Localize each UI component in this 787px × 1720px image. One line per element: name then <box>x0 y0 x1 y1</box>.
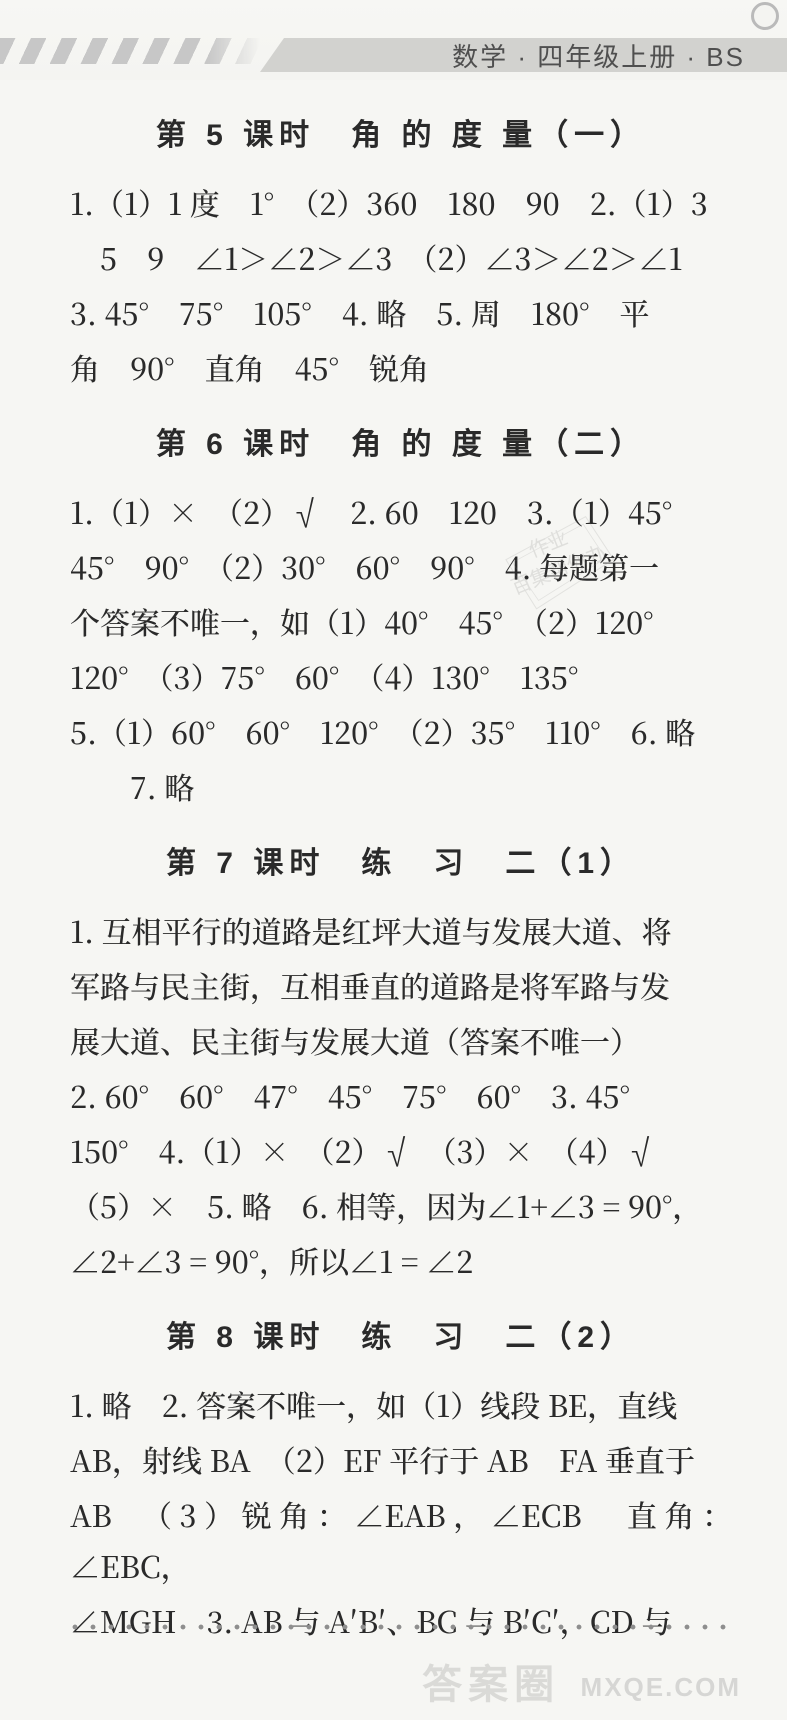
answer-line: 5 9 ∠1＞∠2＞∠3 （2）∠3＞∠2＞∠1 <box>70 232 732 283</box>
answer-line: 150° 4.（1）× （2）√ （3）× （4）√ <box>70 1125 732 1176</box>
answer-line: （5）× 5. 略 6. 相等，因为∠1+∠3 = 90°， <box>70 1180 732 1231</box>
section-title: 第 5 课时 角 的 度 量（一） <box>70 110 732 161</box>
answer-line: ∠2+∠3 = 90°，所以∠1 = ∠2 <box>70 1235 732 1286</box>
answer-line: 2. 60° 60° 47° 45° 75° 60° 3. 45° <box>70 1070 732 1121</box>
answer-line: 45° 90° （2）30° 60° 90° 4. 每题第一 <box>70 541 732 592</box>
footer-url: MXQE.COM <box>581 1672 741 1702</box>
content-body: 第 5 课时 角 的 度 量（一） 1.（1）1 度 1° （2）360 180… <box>70 110 732 1646</box>
answer-line: 1. 互相平行的道路是红坪大道与发展大道、将 <box>70 905 732 956</box>
answer-line: 7. 略 <box>70 761 732 812</box>
answer-line: 3. 45° 75° 105° 4. 略 5. 周 180° 平 <box>70 287 732 338</box>
page-header: 数学 · 四年级上册 · BS <box>0 0 787 80</box>
answer-line: 个答案不唯一，如（1）40° 45° （2）120° <box>70 596 732 647</box>
answer-line: ∠MGH 3. AB 与 A′B′、BC 与 B′C′，CD 与 <box>70 1595 732 1646</box>
answer-line: 军路与民主街，互相垂直的道路是将军路与发 <box>70 960 732 1011</box>
answer-line: 1. 略 2. 答案不唯一，如（1）线段 BE，直线 <box>70 1379 732 1430</box>
footer-watermark: 答案圈 MXQE.COM <box>422 1650 741 1708</box>
answer-line: 展大道、民主街与发展大道（答案不唯一） <box>70 1015 732 1066</box>
header-corner-dot <box>751 2 779 30</box>
footer-brand: 答案圈 <box>422 1652 560 1710</box>
section-title: 第 6 课时 角 的 度 量（二） <box>70 419 732 470</box>
header-title: 数学 · 四年级上册 · BS <box>452 37 745 74</box>
header-hatch-decoration <box>0 38 260 64</box>
answer-line: 角 90° 直角 45° 锐角 <box>70 342 732 393</box>
answer-line: 5.（1）60° 60° 120° （2）35° 110° 6. 略 <box>70 706 732 757</box>
answer-line: AB，射线 BA （2）EF 平行于 AB FA 垂直于 <box>70 1434 732 1485</box>
footer-dot-rule <box>70 1622 732 1632</box>
page: 数学 · 四年级上册 · BS 作业 百集帮你办 第 5 课时 角 的 度 量（… <box>0 0 787 1720</box>
answer-line: 1.（1）1 度 1° （2）360 180 90 2.（1）3 <box>70 177 732 228</box>
section-title: 第 7 课时 练 习 二（1） <box>70 838 732 889</box>
answer-line: AB （3）锐角：∠EAB，∠ECB 直角：∠EBC， <box>70 1489 732 1591</box>
answer-line: 1.（1）× （2）√ 2. 60 120 3.（1）45° <box>70 486 732 537</box>
section-title: 第 8 课时 练 习 二（2） <box>70 1312 732 1363</box>
answer-line: 120° （3）75° 60° （4）130° 135° <box>70 651 732 702</box>
header-band: 数学 · 四年级上册 · BS <box>260 38 787 72</box>
